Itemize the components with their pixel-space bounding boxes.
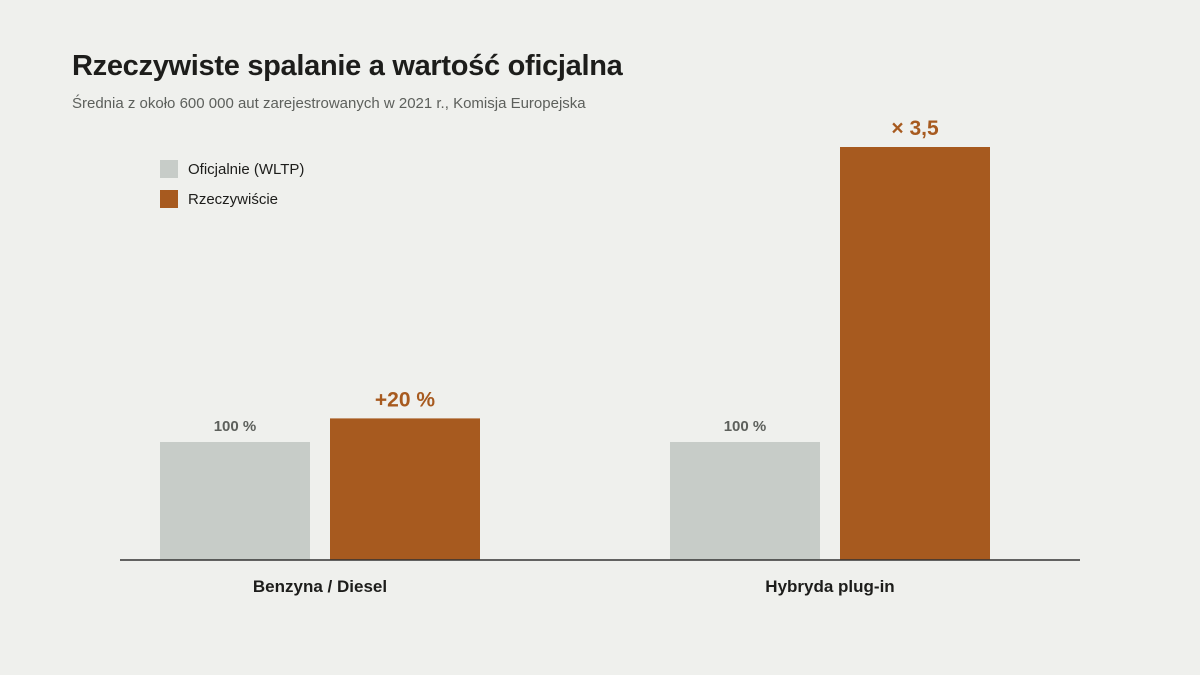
legend-item-real: Rzeczywiście (160, 190, 304, 208)
bar-official-1 (670, 442, 820, 560)
chart-title: Rzeczywiste spalanie a wartość oficjalna (72, 50, 623, 82)
legend-swatch-real (160, 190, 178, 208)
chart-subtitle: Średnia z około 600 000 aut zarejestrowa… (72, 95, 586, 112)
data-label-real-0: +20 % (375, 388, 435, 411)
legend-label-real: Rzeczywiście (188, 190, 279, 208)
legend-item-official: Oficjalnie (WLTP) (160, 160, 304, 178)
data-label-official-1: 100 % (724, 418, 767, 435)
category-label-1: Hybryda plug-in (765, 577, 894, 596)
legend-label-official: Oficjalnie (WLTP) (188, 160, 305, 178)
category-label-0: Benzyna / Diesel (253, 577, 387, 596)
data-label-official-0: 100 % (214, 418, 257, 435)
bar-official-0 (160, 442, 310, 560)
bar-real-1 (840, 147, 990, 560)
legend-swatch-official (160, 160, 178, 178)
bar-real-0 (330, 418, 480, 560)
data-label-real-1: × 3,5 (891, 117, 939, 140)
legend: Oficjalnie (WLTP) Rzeczywiście (160, 160, 304, 220)
